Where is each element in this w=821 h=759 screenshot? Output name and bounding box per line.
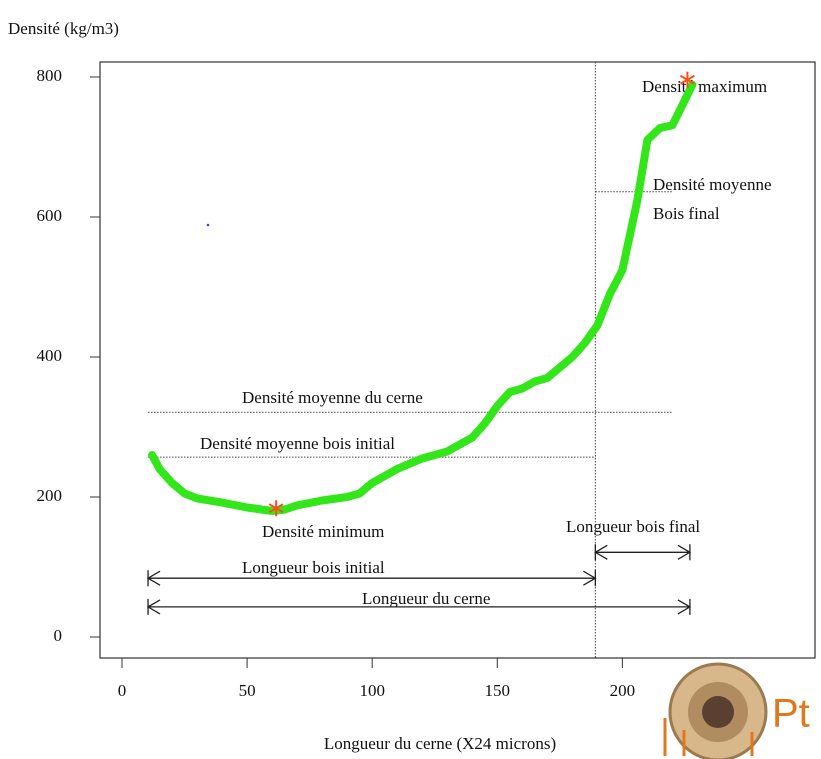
chart: Densité (kg/m3) Longueur du cerne (X24 m… bbox=[0, 0, 821, 759]
annotation: Densité moyenne bois initial bbox=[200, 434, 395, 453]
annotation: Longueur bois final bbox=[566, 517, 700, 536]
annotation: Longueur du cerne bbox=[362, 589, 490, 608]
logo-core bbox=[702, 696, 734, 728]
length-arrow bbox=[595, 544, 690, 560]
y-tick-label: 0 bbox=[54, 626, 63, 645]
annotation: Densité moyenne du cerne bbox=[242, 388, 423, 407]
y-axis-label: Densité (kg/m3) bbox=[8, 19, 119, 38]
annotation: Densité moyenne bbox=[653, 175, 772, 194]
y-tick-label: 600 bbox=[37, 206, 63, 225]
annotation: Bois final bbox=[653, 204, 720, 223]
annotation: Longueur bois initial bbox=[242, 558, 385, 577]
x-tick-label: 150 bbox=[485, 681, 511, 700]
y-tick-label: 800 bbox=[37, 66, 63, 85]
annotation: Densité minimum bbox=[262, 522, 384, 541]
x-tick-label: 200 bbox=[610, 681, 636, 700]
logo: Pt bbox=[665, 664, 810, 759]
y-tick-label: 200 bbox=[37, 486, 63, 505]
x-tick-label: 100 bbox=[359, 681, 385, 700]
plot-frame bbox=[100, 62, 815, 658]
y-tick-label: 400 bbox=[37, 346, 63, 365]
annotation: Densité maximum bbox=[642, 77, 767, 96]
x-tick-label: 50 bbox=[239, 681, 256, 700]
x-tick-label: 0 bbox=[118, 681, 127, 700]
stray-dot bbox=[207, 224, 210, 227]
logo-text: Pt bbox=[772, 692, 810, 736]
x-axis-label: Longueur du cerne (X24 microns) bbox=[324, 734, 556, 753]
page: Densité (kg/m3) Longueur du cerne (X24 m… bbox=[0, 0, 821, 759]
